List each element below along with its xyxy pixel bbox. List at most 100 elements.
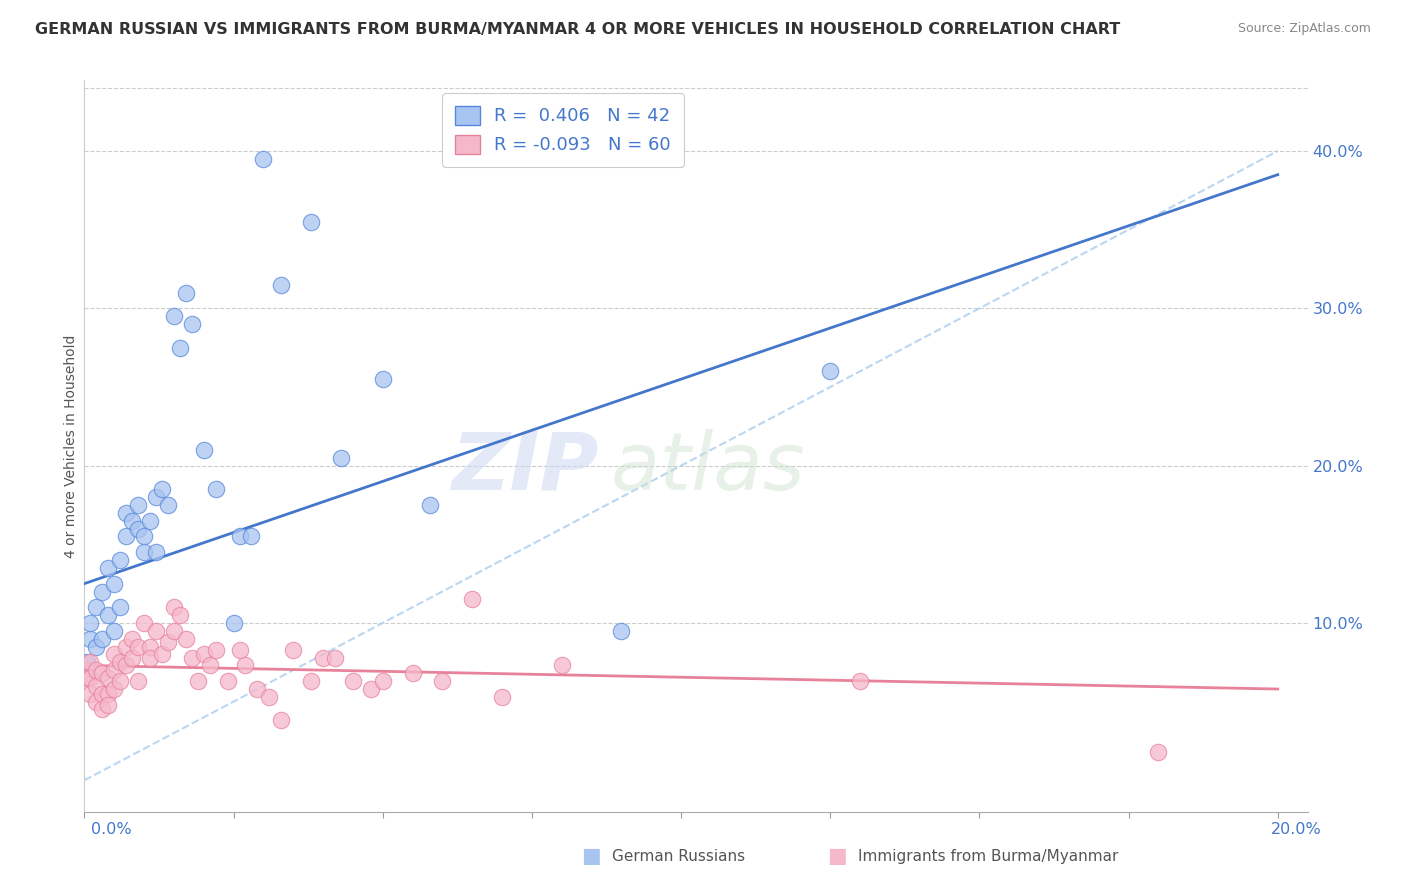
Text: ■: ■ <box>827 847 846 866</box>
Point <box>91 702 114 716</box>
Point <box>108 655 131 669</box>
Point <box>187 674 209 689</box>
Point <box>103 624 125 638</box>
Point <box>115 658 138 673</box>
Point <box>217 674 239 689</box>
Point <box>84 640 107 654</box>
Point <box>551 658 574 673</box>
Point <box>193 648 215 662</box>
Point <box>329 450 352 465</box>
Point <box>299 674 322 689</box>
Point <box>103 648 125 662</box>
Point <box>127 498 149 512</box>
Point <box>115 529 138 543</box>
Point <box>79 671 101 685</box>
Point <box>849 674 872 689</box>
Point <box>240 529 263 543</box>
Point <box>222 615 245 630</box>
Point <box>145 624 167 638</box>
Point <box>79 655 101 669</box>
Text: German Russians: German Russians <box>612 849 745 863</box>
Point <box>204 482 226 496</box>
Point <box>163 310 186 324</box>
Point <box>235 658 257 673</box>
Text: GERMAN RUSSIAN VS IMMIGRANTS FROM BURMA/MYANMAR 4 OR MORE VEHICLES IN HOUSEHOLD : GERMAN RUSSIAN VS IMMIGRANTS FROM BURMA/… <box>35 22 1121 37</box>
Point <box>299 215 322 229</box>
Point <box>103 681 125 696</box>
Point <box>163 600 186 615</box>
Text: ■: ■ <box>581 847 600 866</box>
Text: 0.0%: 0.0% <box>91 822 132 837</box>
Point <box>127 674 149 689</box>
Point <box>79 687 101 701</box>
Point <box>270 714 292 728</box>
Point <box>132 545 155 559</box>
Point <box>432 674 454 689</box>
Point <box>270 277 292 292</box>
Point <box>108 600 131 615</box>
Text: Immigrants from Burma/Myanmar: Immigrants from Burma/Myanmar <box>858 849 1118 863</box>
Point <box>145 490 167 504</box>
Point <box>115 506 138 520</box>
Point <box>79 615 101 630</box>
Point <box>84 600 107 615</box>
Point <box>491 690 513 704</box>
Point <box>145 545 167 559</box>
Point <box>156 635 179 649</box>
Point <box>180 317 202 331</box>
Point <box>121 650 143 665</box>
Point <box>1147 745 1170 759</box>
Point <box>139 514 162 528</box>
Y-axis label: 4 or more Vehicles in Household: 4 or more Vehicles in Household <box>65 334 79 558</box>
Point <box>139 650 162 665</box>
Point <box>97 671 120 685</box>
Point <box>84 695 107 709</box>
Point <box>91 584 114 599</box>
Point <box>121 514 143 528</box>
Point <box>75 663 97 677</box>
Legend: R =  0.406   N = 42, R = -0.093   N = 60: R = 0.406 N = 42, R = -0.093 N = 60 <box>441 93 683 167</box>
Point <box>610 624 633 638</box>
Text: ZIP: ZIP <box>451 429 598 507</box>
Point <box>97 698 120 712</box>
Point <box>132 615 155 630</box>
Text: Source: ZipAtlas.com: Source: ZipAtlas.com <box>1237 22 1371 36</box>
Point <box>97 561 120 575</box>
Text: 20.0%: 20.0% <box>1271 822 1322 837</box>
Point <box>193 442 215 457</box>
Point <box>76 655 98 669</box>
Point <box>121 632 143 646</box>
Point <box>360 681 382 696</box>
Point <box>103 663 125 677</box>
Point <box>84 679 107 693</box>
Point <box>246 681 269 696</box>
Point <box>174 632 197 646</box>
Point <box>180 650 202 665</box>
Point <box>139 640 162 654</box>
Point <box>108 553 131 567</box>
Point <box>323 650 346 665</box>
Text: atlas: atlas <box>610 429 806 507</box>
Point <box>163 624 186 638</box>
Point <box>91 687 114 701</box>
Point <box>174 285 197 300</box>
Point <box>818 364 841 378</box>
Point <box>127 640 149 654</box>
Point <box>108 674 131 689</box>
Point <box>79 632 101 646</box>
Point <box>204 642 226 657</box>
Point <box>97 608 120 623</box>
Point <box>228 529 250 543</box>
Point <box>371 372 394 386</box>
Point <box>150 482 173 496</box>
Point <box>198 658 221 673</box>
Point <box>228 642 250 657</box>
Point <box>371 674 394 689</box>
Point <box>419 498 441 512</box>
Point <box>91 666 114 681</box>
Point <box>150 648 173 662</box>
Point <box>312 650 335 665</box>
Point <box>252 152 274 166</box>
Point <box>103 576 125 591</box>
Point <box>259 690 281 704</box>
